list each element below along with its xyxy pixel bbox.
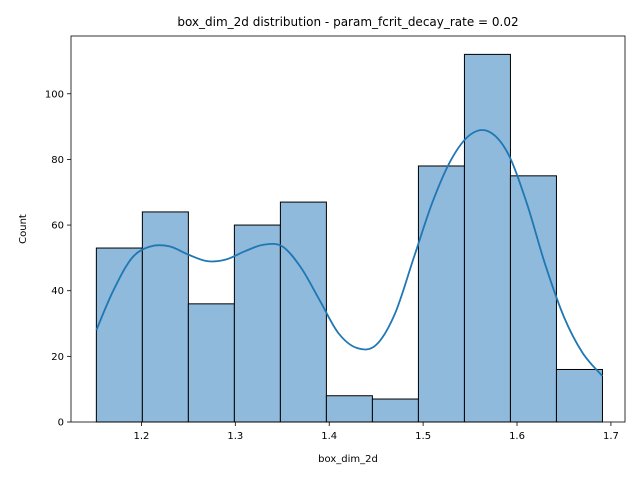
kde-curve <box>95 129 604 377</box>
histogram-bar-7 <box>371 398 419 423</box>
histogram-bar-2 <box>141 211 189 423</box>
axes-frame <box>70 35 626 423</box>
y-tick-label: 100 <box>45 89 64 100</box>
x-tick-label: 1.6 <box>509 431 525 442</box>
histogram-bar-4 <box>233 224 281 423</box>
plot-frame <box>70 35 626 423</box>
y-tick-label: 20 <box>51 352 64 363</box>
histogram-bar-9 <box>463 53 511 423</box>
histogram-bar-1 <box>95 247 143 423</box>
x-tick-label: 1.5 <box>415 431 431 442</box>
x-tick-label: 1.7 <box>603 431 619 442</box>
histogram-bar-8 <box>417 165 465 423</box>
x-tick-label: 1.4 <box>321 431 337 442</box>
histogram-bar-11 <box>555 368 603 423</box>
histogram-bar-6 <box>325 395 373 423</box>
histogram-bar-10 <box>509 175 557 423</box>
x-tick-label: 1.2 <box>133 431 149 442</box>
y-tick-label: 80 <box>51 155 64 166</box>
histogram-bar-3 <box>187 303 235 423</box>
histogram-bar-5 <box>279 201 327 423</box>
y-axis-label: Count <box>18 214 29 244</box>
y-axis-ticks: 0 20 40 60 80 100 <box>45 89 71 429</box>
y-tick-label: 60 <box>51 221 64 232</box>
histogram-bars <box>95 53 603 423</box>
x-axis-ticks: 1.2 1.3 1.4 1.5 1.6 1.7 <box>133 422 619 442</box>
x-tick-label: 1.3 <box>227 431 243 442</box>
y-tick-label: 40 <box>51 286 64 297</box>
chart-title: box_dim_2d distribution - param_fcrit_de… <box>177 15 518 29</box>
y-tick-label: 0 <box>58 418 64 429</box>
x-axis-label: box_dim_2d <box>318 454 378 465</box>
